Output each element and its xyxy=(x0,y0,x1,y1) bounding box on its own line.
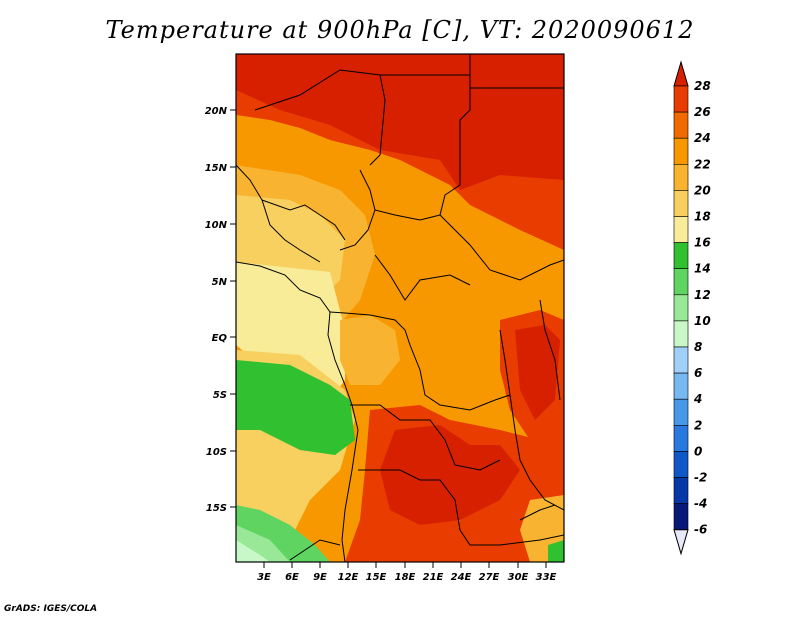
lat-label: 5S xyxy=(213,390,227,401)
lat-label: 20N xyxy=(205,106,228,117)
lon-label: 9E xyxy=(313,572,327,583)
lat-label: 5N xyxy=(212,277,228,288)
colorbar-swatch xyxy=(673,320,689,348)
colorbar-swatch xyxy=(673,346,689,374)
colorbar-swatch xyxy=(673,503,689,531)
colorbar-label: 12 xyxy=(694,288,711,302)
lat-label: 10N xyxy=(205,220,228,231)
colorbar-label: 14 xyxy=(694,262,711,276)
colorbar-label: 2 xyxy=(694,418,702,432)
lon-label: 15E xyxy=(366,572,387,583)
lat-label: 15S xyxy=(206,503,227,514)
colorbar-swatch xyxy=(673,242,689,270)
colorbar-label: -6 xyxy=(694,523,707,537)
lon-label: 30E xyxy=(508,572,529,583)
colorbar-label: 24 xyxy=(694,131,711,145)
colorbar-label: 0 xyxy=(694,444,702,458)
lat-label: 15N xyxy=(205,163,228,174)
lon-label: 6E xyxy=(285,572,299,583)
colorbar-swatch xyxy=(673,398,689,426)
colorbar-label: -4 xyxy=(694,497,707,511)
colorbar-swatch xyxy=(673,85,689,113)
lon-label: 33E xyxy=(536,572,557,583)
colorbar-label: 28 xyxy=(694,79,711,93)
colorbar-cap-bottom xyxy=(673,529,689,556)
colorbar-swatch xyxy=(673,190,689,217)
colorbar-swatch xyxy=(673,451,689,478)
lon-label: 12E xyxy=(338,572,359,583)
colorbar-cap-top xyxy=(673,60,689,87)
lat-label: EQ xyxy=(212,333,228,344)
colorbar-label: 8 xyxy=(694,340,702,354)
colorbar-label: 22 xyxy=(694,157,711,171)
lon-label: 24E xyxy=(451,572,472,583)
colorbar-swatch xyxy=(673,137,689,165)
colorbar-swatch xyxy=(673,477,689,504)
lat-label: 10S xyxy=(206,447,227,458)
colorbar-label: 18 xyxy=(694,210,711,224)
lon-label: 3E xyxy=(257,572,271,583)
lon-label: 18E xyxy=(395,572,416,583)
colorbar-swatch xyxy=(673,424,689,452)
temperature-field xyxy=(236,54,564,562)
credit-text: GrADS: IGES/COLA xyxy=(4,604,98,614)
lon-label: 27E xyxy=(479,572,500,583)
latitude-axis: 20N 15N 10N 5N EQ 5S 10S 15S xyxy=(205,106,236,514)
plot-frame xyxy=(235,53,565,563)
colorbar-label: 10 xyxy=(694,314,711,328)
colorbar-swatch xyxy=(673,164,689,191)
colorbar-swatch xyxy=(673,372,689,400)
longitude-axis: 3E 6E 9E 12E 15E 18E 21E 24E 27E 30E 33E xyxy=(257,562,557,583)
map-title: Temperature at 900hPa [C], VT: 202009061… xyxy=(105,16,695,44)
colorbar-label: 6 xyxy=(694,366,702,380)
colorbar-swatch xyxy=(673,111,689,139)
colorbar-label: 20 xyxy=(694,183,711,197)
colorbar-label: 16 xyxy=(694,236,711,250)
country-borders xyxy=(236,54,564,562)
colorbar-swatch xyxy=(673,216,689,243)
colorbar-label: 4 xyxy=(693,392,702,406)
colorbar-label: -2 xyxy=(694,471,707,485)
colorbar-swatch xyxy=(673,268,689,296)
lon-label: 21E xyxy=(423,572,444,583)
colorbar-swatch xyxy=(673,294,689,322)
colorbar-label: 26 xyxy=(694,105,711,119)
